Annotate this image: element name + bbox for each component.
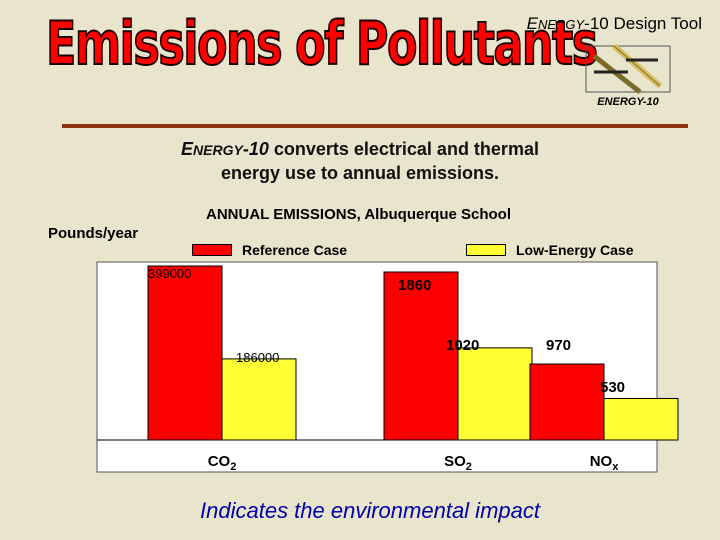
subtitle-line1: converts electrical and thermal	[268, 139, 539, 159]
category-label-so: SO2	[444, 453, 472, 473]
bar-no-low-energy	[603, 397, 679, 441]
chart-title: ANNUAL EMISSIONS, Albuquerque School	[206, 206, 512, 223]
legend-reference: Reference Case	[192, 242, 347, 258]
subtitle-line2: energy use to annual emissions.	[220, 163, 500, 183]
legend-label-reference: Reference Case	[242, 242, 348, 258]
bar-co-low-energy	[221, 358, 297, 441]
value-label-so-low-energy: 1020	[446, 337, 479, 354]
tool-brand: ENERGY	[526, 14, 585, 33]
subtitle: ENERGY-10 converts electrical and therma…	[120, 138, 600, 185]
logo-caption: ENERGY-10	[597, 96, 659, 108]
bar-co-reference	[147, 265, 223, 441]
energy10-logo-icon	[585, 43, 671, 94]
legend-label-low-energy: Low-Energy Case	[516, 242, 634, 258]
bar-no-reference	[529, 363, 605, 441]
subtitle-brand: ENERGY-10	[181, 139, 269, 159]
bar-so-reference	[383, 271, 459, 441]
value-label-no-low-energy: 530	[600, 379, 625, 396]
value-label-no-reference: 970	[546, 337, 571, 354]
title-divider	[62, 124, 688, 128]
tool-label-suffix: -10 Design Tool	[584, 14, 702, 33]
footer-caption: Indicates the environmental impact	[200, 498, 540, 523]
y-axis-label: Pounds/year	[48, 225, 139, 242]
category-label-co: CO2	[208, 453, 237, 473]
value-label-co-reference: 399000	[148, 266, 191, 281]
value-label-co-low-energy: 186000	[236, 350, 279, 365]
bar-so-low-energy	[457, 347, 533, 441]
tool-label: ENERGY-10 Design Tool	[527, 14, 702, 34]
legend-swatch-reference	[192, 244, 232, 256]
legend-swatch-low-energy	[466, 244, 506, 256]
page-title: Emissions of Pollutants	[45, 9, 599, 79]
legend-low-energy: Low-Energy Case	[466, 242, 633, 258]
category-label-no: NOx	[590, 453, 620, 473]
value-label-so-reference: 1860	[398, 277, 431, 294]
